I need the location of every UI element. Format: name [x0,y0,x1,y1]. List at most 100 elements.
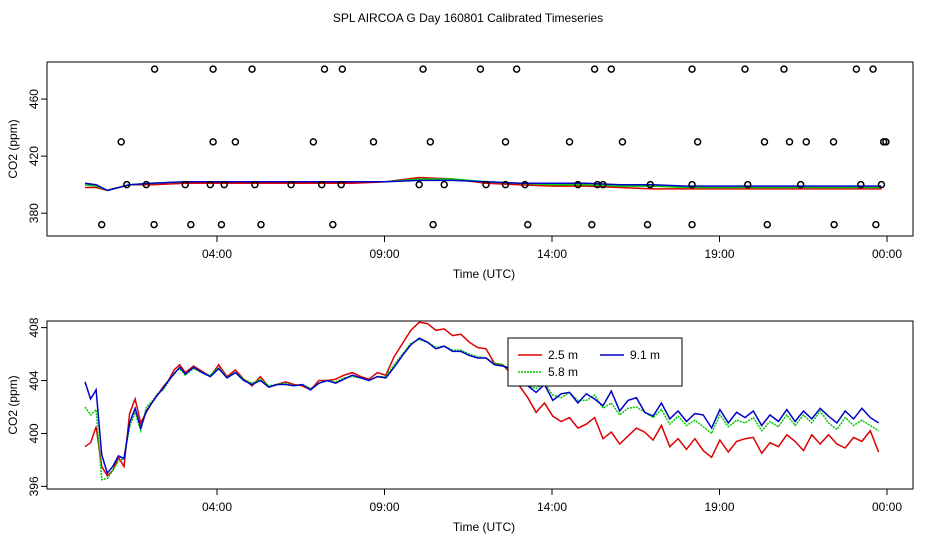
series-line-s91 [84,179,882,192]
data-point [618,138,627,146]
data-point [869,65,877,73]
data-point [688,220,696,229]
y-tick-label: 380 [27,203,41,223]
y-tick-label: 400 [27,423,41,443]
x-tick-label: 04:00 [202,500,232,514]
plot-frame [46,320,914,490]
data-point [206,180,215,189]
data-point [852,65,861,73]
data-point [688,65,696,73]
data-point [97,220,106,229]
plot-frame [46,61,914,237]
data-point [565,138,574,146]
data-point [419,65,427,73]
data-point [785,138,794,146]
data-point [415,180,423,189]
data-point [251,180,259,189]
data-point [830,220,838,229]
x-tick-label: 00:00 [872,500,902,514]
data-point [181,180,189,189]
data-point [369,138,378,146]
y-tick-label: 396 [27,476,41,496]
data-point [501,180,510,189]
data-point [338,65,347,73]
data-point [209,65,217,73]
data-point [574,180,582,189]
x-tick-label: 14:00 [537,500,567,514]
data-point [780,65,788,73]
data-point [882,138,890,146]
data-point [760,138,769,146]
data-point [220,180,228,189]
y-axis-label: CO2 (ppm) [6,119,20,178]
data-point [320,65,329,73]
data-point [329,220,337,229]
data-point [429,220,437,229]
data-point [872,220,880,229]
data-point [440,180,448,189]
y-tick-label: 408 [27,317,41,337]
data-point [688,180,696,189]
y-tick-label: 404 [27,370,41,390]
data-point [257,220,265,229]
top-panel: 04:00 09:00 14:00 19:00 00:00 Time (UTC) 380 42… [6,61,914,281]
data-point [317,180,326,189]
data-point [588,220,596,229]
bottom-panel: 04:00 09:00 14:00 19:00 00:00 Time (UTC) 396 40… [6,317,914,534]
x-tick-label: 00:00 [872,247,902,261]
data-point [337,180,345,189]
data-point [150,65,159,73]
data-point [877,180,886,189]
data-point [501,138,510,146]
data-point [646,180,655,189]
x-tick-label: 14:00 [537,247,567,261]
data-point [829,138,838,146]
data-point [117,138,125,146]
chart-title: SPL AIRCOA G Day 160801 Calibrated Times… [333,11,603,25]
data-point [209,138,217,146]
x-tick-label: 04:00 [202,247,232,261]
data-point [643,220,652,229]
data-point [142,180,151,189]
data-point [512,65,521,73]
x-axis-label: Time (UTC) [453,520,515,534]
x-tick-label: 09:00 [369,500,399,514]
data-point [248,65,256,73]
data-point [123,180,131,189]
data-point [607,65,616,73]
x-tick-label: 19:00 [704,247,734,261]
y-axis-label: CO2 (ppm) [6,375,20,434]
legend-label: 9.1 m [630,348,660,362]
data-point [763,220,772,229]
data-point [693,138,702,146]
y-tick-label: 420 [27,146,41,166]
data-point [741,65,749,73]
data-point [426,138,435,146]
x-axis-label: Time (UTC) [453,267,515,281]
data-point [231,138,240,146]
data-point [287,180,295,189]
data-point [150,220,158,229]
legend: 2.5 m 9.1 m 5.8 m [507,337,683,387]
x-tick-label: 09:00 [369,247,399,261]
data-point [187,220,195,229]
series-line-s91 [84,337,880,475]
series-line-s58 [84,338,880,481]
data-point [521,180,529,189]
legend-label: 2.5 m [548,348,578,362]
data-point [802,138,810,146]
data-point [857,180,865,189]
legend-box [507,337,683,387]
y-tick-label: 460 [27,89,41,109]
legend-label: 5.8 m [548,365,578,379]
data-point [599,180,607,189]
data-point [524,220,532,229]
data-point [217,220,226,229]
series-line-s25 [84,321,880,477]
data-point [796,180,805,189]
data-point [482,180,490,189]
data-point [744,180,752,189]
x-tick-label: 19:00 [704,500,734,514]
